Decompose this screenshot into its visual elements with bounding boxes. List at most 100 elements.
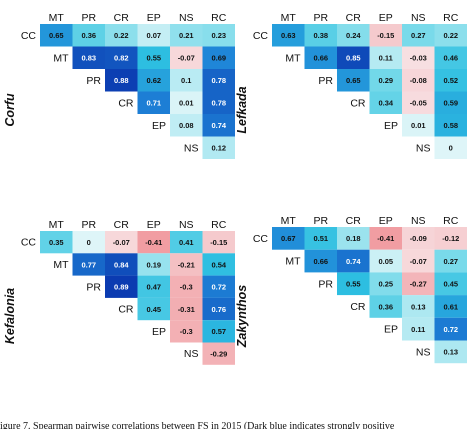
heatmap-cell: [369, 69, 402, 92]
cell-value-label: 0.45: [146, 305, 161, 314]
column-label-mt: MT: [281, 215, 297, 227]
row-label-cc: CC: [253, 30, 269, 42]
heatmap-cell: [105, 275, 138, 298]
heatmap-cell: [202, 231, 235, 254]
heatmap-cell: [369, 46, 402, 69]
cell-value-label: -0.3: [180, 327, 193, 336]
cell-value-label: 0.11: [379, 54, 393, 63]
cell-value-label: 0.66: [313, 54, 328, 63]
panel-title: Kefalonia: [3, 288, 17, 344]
column-label-mt: MT: [49, 12, 65, 24]
cell-value-label: 0.24: [346, 31, 361, 40]
cell-value-label: 0.38: [313, 31, 328, 40]
heatmap-cell: [105, 69, 138, 92]
cell-value-label: 0.47: [146, 283, 161, 292]
heatmap-cell: [402, 227, 435, 250]
cell-value-label: 0.1: [181, 76, 191, 85]
cell-value-label: 0.65: [49, 31, 64, 40]
cell-value-label: 0.72: [211, 283, 226, 292]
cell-value-label: 0.07: [146, 31, 161, 40]
cell-value-label: -0.21: [178, 260, 195, 269]
cell-value-label: 0.85: [346, 54, 361, 63]
heatmap-cell: [170, 275, 203, 298]
heatmap-cell: [337, 69, 370, 92]
heatmap-cell: [369, 295, 402, 318]
row-label-mt: MT: [53, 259, 69, 271]
cell-value-label: -0.09: [410, 234, 427, 243]
heatmap-cell: [434, 114, 467, 137]
cell-value-label: 0.27: [443, 257, 458, 266]
cell-value-label: 0.22: [443, 31, 458, 40]
column-label-cr: CR: [114, 12, 130, 24]
cell-value-label: 0.65: [346, 76, 361, 85]
heatmap-cell: [202, 69, 235, 92]
column-label-pr: PR: [313, 12, 328, 24]
cell-value-label: 0.72: [443, 325, 458, 334]
row-label-ns: NS: [416, 346, 431, 358]
heatmap-cell: [402, 24, 435, 47]
heatmap-cell: [369, 272, 402, 296]
cell-value-label: 0.13: [411, 302, 426, 311]
heatmap-cell: [402, 91, 435, 114]
row-label-cr: CR: [350, 301, 366, 313]
cell-value-label: 0.74: [346, 257, 361, 266]
heatmap-cell: [40, 24, 73, 47]
cell-value-label: 0.05: [378, 257, 393, 266]
heatmap-cell: [202, 91, 235, 114]
heatmap-cell: [402, 295, 435, 318]
heatmap-cell: [402, 317, 435, 341]
cell-value-label: 0.51: [313, 234, 328, 243]
column-label-cr: CR: [346, 215, 362, 227]
cell-value-label: 0: [87, 238, 91, 247]
row-label-cr: CR: [118, 304, 134, 316]
column-label-cr: CR: [346, 12, 362, 24]
heatmap-cell: [137, 253, 170, 276]
heatmap-cell: [170, 320, 203, 343]
heatmap-cell: [137, 297, 170, 321]
heatmap-cell: [202, 253, 235, 276]
heatmap-cell: [434, 340, 467, 364]
heatmap-cell: [434, 272, 467, 296]
cell-value-label: 0.82: [114, 54, 129, 63]
cell-value-label: 0.01: [411, 121, 426, 130]
heatmap-cell: [202, 275, 235, 298]
row-label-pr: PR: [318, 75, 333, 87]
heatmap-cell: [72, 24, 105, 47]
column-label-pr: PR: [81, 12, 96, 24]
column-label-mt: MT: [281, 12, 297, 24]
heatmap-cell: [202, 342, 235, 365]
row-label-pr: PR: [318, 278, 333, 290]
heatmap-cell: [170, 231, 203, 254]
heatmap-cell: [434, 69, 467, 92]
cell-value-label: -0.3: [180, 283, 193, 292]
row-label-cr: CR: [350, 97, 366, 109]
heatmap-cell: [272, 227, 305, 250]
row-label-cc: CC: [253, 233, 269, 245]
heatmap-cell: [202, 320, 235, 343]
cell-value-label: 0.67: [281, 234, 296, 243]
cell-value-label: 0.58: [443, 121, 458, 130]
heatmap-cell: [434, 317, 467, 341]
cell-value-label: 0.46: [443, 54, 458, 63]
cell-value-label: -0.29: [210, 349, 227, 358]
cell-value-label: -0.27: [410, 280, 427, 289]
heatmap-cell: [202, 24, 235, 47]
row-label-mt: MT: [53, 52, 69, 64]
column-label-rc: RC: [443, 215, 459, 227]
row-label-ns: NS: [184, 348, 199, 360]
cell-value-label: -0.41: [145, 238, 162, 247]
panel-title: Lefkada: [235, 86, 249, 133]
heatmap-cell: [170, 69, 203, 92]
heatmap-cell: [202, 297, 235, 321]
column-label-ns: NS: [179, 12, 194, 24]
heatmap-cell: [402, 249, 435, 273]
cell-value-label: 0.88: [114, 76, 129, 85]
cell-value-label: 0.35: [49, 238, 64, 247]
row-label-pr: PR: [86, 281, 101, 293]
cell-value-label: 0.45: [443, 280, 458, 289]
heatmap-cell: [369, 227, 402, 250]
heatmap-cell: [40, 231, 73, 254]
heatmap-cell: [369, 91, 402, 114]
heatmap-cell: [337, 272, 370, 296]
